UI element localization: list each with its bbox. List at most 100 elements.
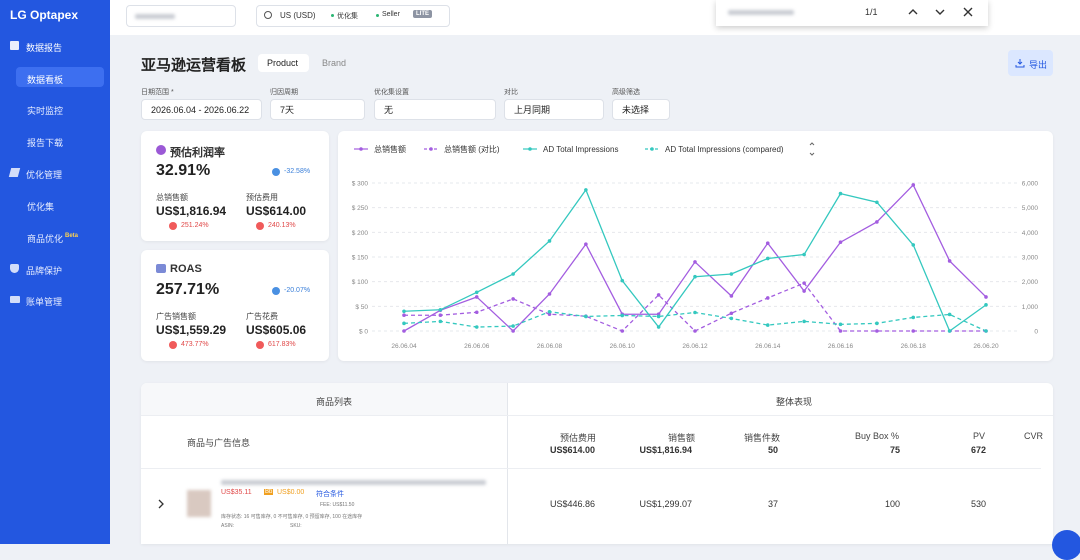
point (802, 319, 806, 324)
cell: US$446.86 (549, 499, 595, 509)
globe-icon (264, 11, 272, 19)
column-header[interactable]: PV (973, 431, 986, 441)
group-header: 整体表现 (776, 397, 813, 407)
point (802, 289, 806, 293)
column-header[interactable]: Buy Box % (855, 431, 900, 441)
point (911, 329, 916, 333)
menu-item[interactable]: 品牌保护 (26, 266, 63, 276)
status-dot (376, 14, 379, 17)
menu-item[interactable]: 账单管理 (26, 297, 63, 307)
column-header[interactable]: 预估费用 (560, 433, 597, 443)
x-tick-label: 26.06.12 (682, 343, 708, 350)
point (584, 242, 588, 246)
status-dot (331, 14, 334, 17)
y-tick-label: $ 200 (352, 230, 369, 237)
menu-item[interactable]: 商品优化 (27, 234, 64, 244)
y2-tick-label: 2,000 (1022, 279, 1039, 286)
filter-label: 对比 (504, 89, 518, 96)
point (402, 313, 406, 318)
y2-tick-label: 0 (1034, 329, 1038, 336)
point (474, 325, 479, 329)
point (911, 243, 916, 247)
point (584, 188, 588, 192)
legend-label: 总销售额 (对比) (444, 144, 500, 154)
legend-swatch-dot (650, 147, 654, 151)
column-header[interactable]: 销售额 (668, 433, 696, 443)
legend-swatch-dot (429, 147, 433, 151)
filter-label: 优化集设置 (374, 89, 409, 96)
point (729, 316, 734, 321)
metric-change: 473.77% (181, 341, 209, 348)
series-line (404, 282, 986, 332)
point (984, 295, 988, 299)
icon (10, 264, 19, 273)
y-tick-label: $ 300 (352, 181, 369, 188)
help-button[interactable] (1052, 530, 1080, 560)
total-cell: US$614.00 (549, 445, 595, 455)
column-header: 商品与广告信息 (187, 438, 251, 448)
market-select[interactable] (256, 5, 450, 27)
point (511, 297, 515, 301)
bb-price: US$0.00 (277, 489, 305, 496)
change-icon (256, 341, 264, 349)
point (474, 295, 479, 299)
expand-button[interactable] (157, 499, 165, 509)
point (875, 200, 879, 205)
point (765, 241, 770, 245)
menu-item[interactable]: 优化集 (27, 202, 55, 212)
column-header[interactable]: 销售件数 (744, 433, 781, 443)
x-tick-label: 26.06.10 (610, 343, 636, 350)
filter-select[interactable]: 上月同期 (504, 99, 604, 120)
point (947, 259, 952, 263)
point (838, 322, 843, 327)
x-tick-label: 26.06.16 (828, 343, 854, 350)
tab[interactable]: Product (267, 58, 299, 68)
change-icon (256, 222, 264, 230)
plan-badge: LITE (413, 10, 432, 18)
filter-label: 日期范围 * (141, 89, 174, 96)
menu-item[interactable]: 优化管理 (26, 170, 63, 180)
point (802, 252, 806, 257)
card-value: 32.91% (156, 162, 211, 179)
point (438, 319, 443, 324)
point (875, 329, 879, 333)
point (911, 183, 916, 187)
menu-item[interactable]: 报告下载 (27, 138, 64, 148)
icon (8, 168, 21, 177)
y2-tick-label: 5,000 (1022, 205, 1039, 212)
point (693, 329, 697, 333)
find-count: 1/1 (865, 7, 878, 17)
metric-change: 251.24% (181, 222, 209, 229)
filter-select[interactable]: 未选择 (612, 99, 670, 120)
store-select[interactable] (126, 5, 236, 27)
point (984, 303, 988, 307)
point (547, 309, 552, 314)
total-cell: US$1,816.94 (639, 445, 692, 455)
menu-item[interactable]: 数据看板 (27, 75, 64, 85)
y-tick-label: $ 150 (352, 255, 369, 262)
export-button[interactable] (1008, 50, 1053, 76)
menu-item[interactable]: 实时监控 (27, 106, 64, 116)
y2-tick-label: 1,000 (1022, 304, 1039, 311)
y2-tick-label: 6,000 (1022, 181, 1039, 188)
filter-select[interactable]: 无 (374, 99, 496, 120)
point (511, 329, 515, 333)
card-change: -32.58% (284, 168, 311, 175)
find-controls[interactable] (904, 5, 976, 19)
total-cell: 75 (889, 445, 900, 455)
metric-value: US$614.00 (246, 204, 307, 218)
point (729, 272, 734, 276)
point (438, 307, 443, 312)
legend-swatch-dot (528, 147, 532, 151)
page-title: 亚马逊运营看板 (141, 57, 247, 74)
filter-select[interactable]: 2026.06.04 - 2026.06.22 (141, 99, 262, 120)
metric-value: US$1,559.29 (156, 323, 227, 337)
point (984, 329, 988, 333)
chart: $ 0 $ 50 $ 100 $ 150 $ 200 $ 250 $ 300 0 1,000 2,… (352, 142, 1039, 350)
menu-item[interactable]: 数据报告 (26, 43, 63, 53)
tab[interactable]: Brand (322, 58, 347, 68)
series-line (403, 311, 987, 332)
column-header[interactable]: CVR (1024, 431, 1044, 441)
filter-select[interactable]: 7天 (270, 99, 365, 120)
export-label: 导出 (1029, 60, 1048, 70)
